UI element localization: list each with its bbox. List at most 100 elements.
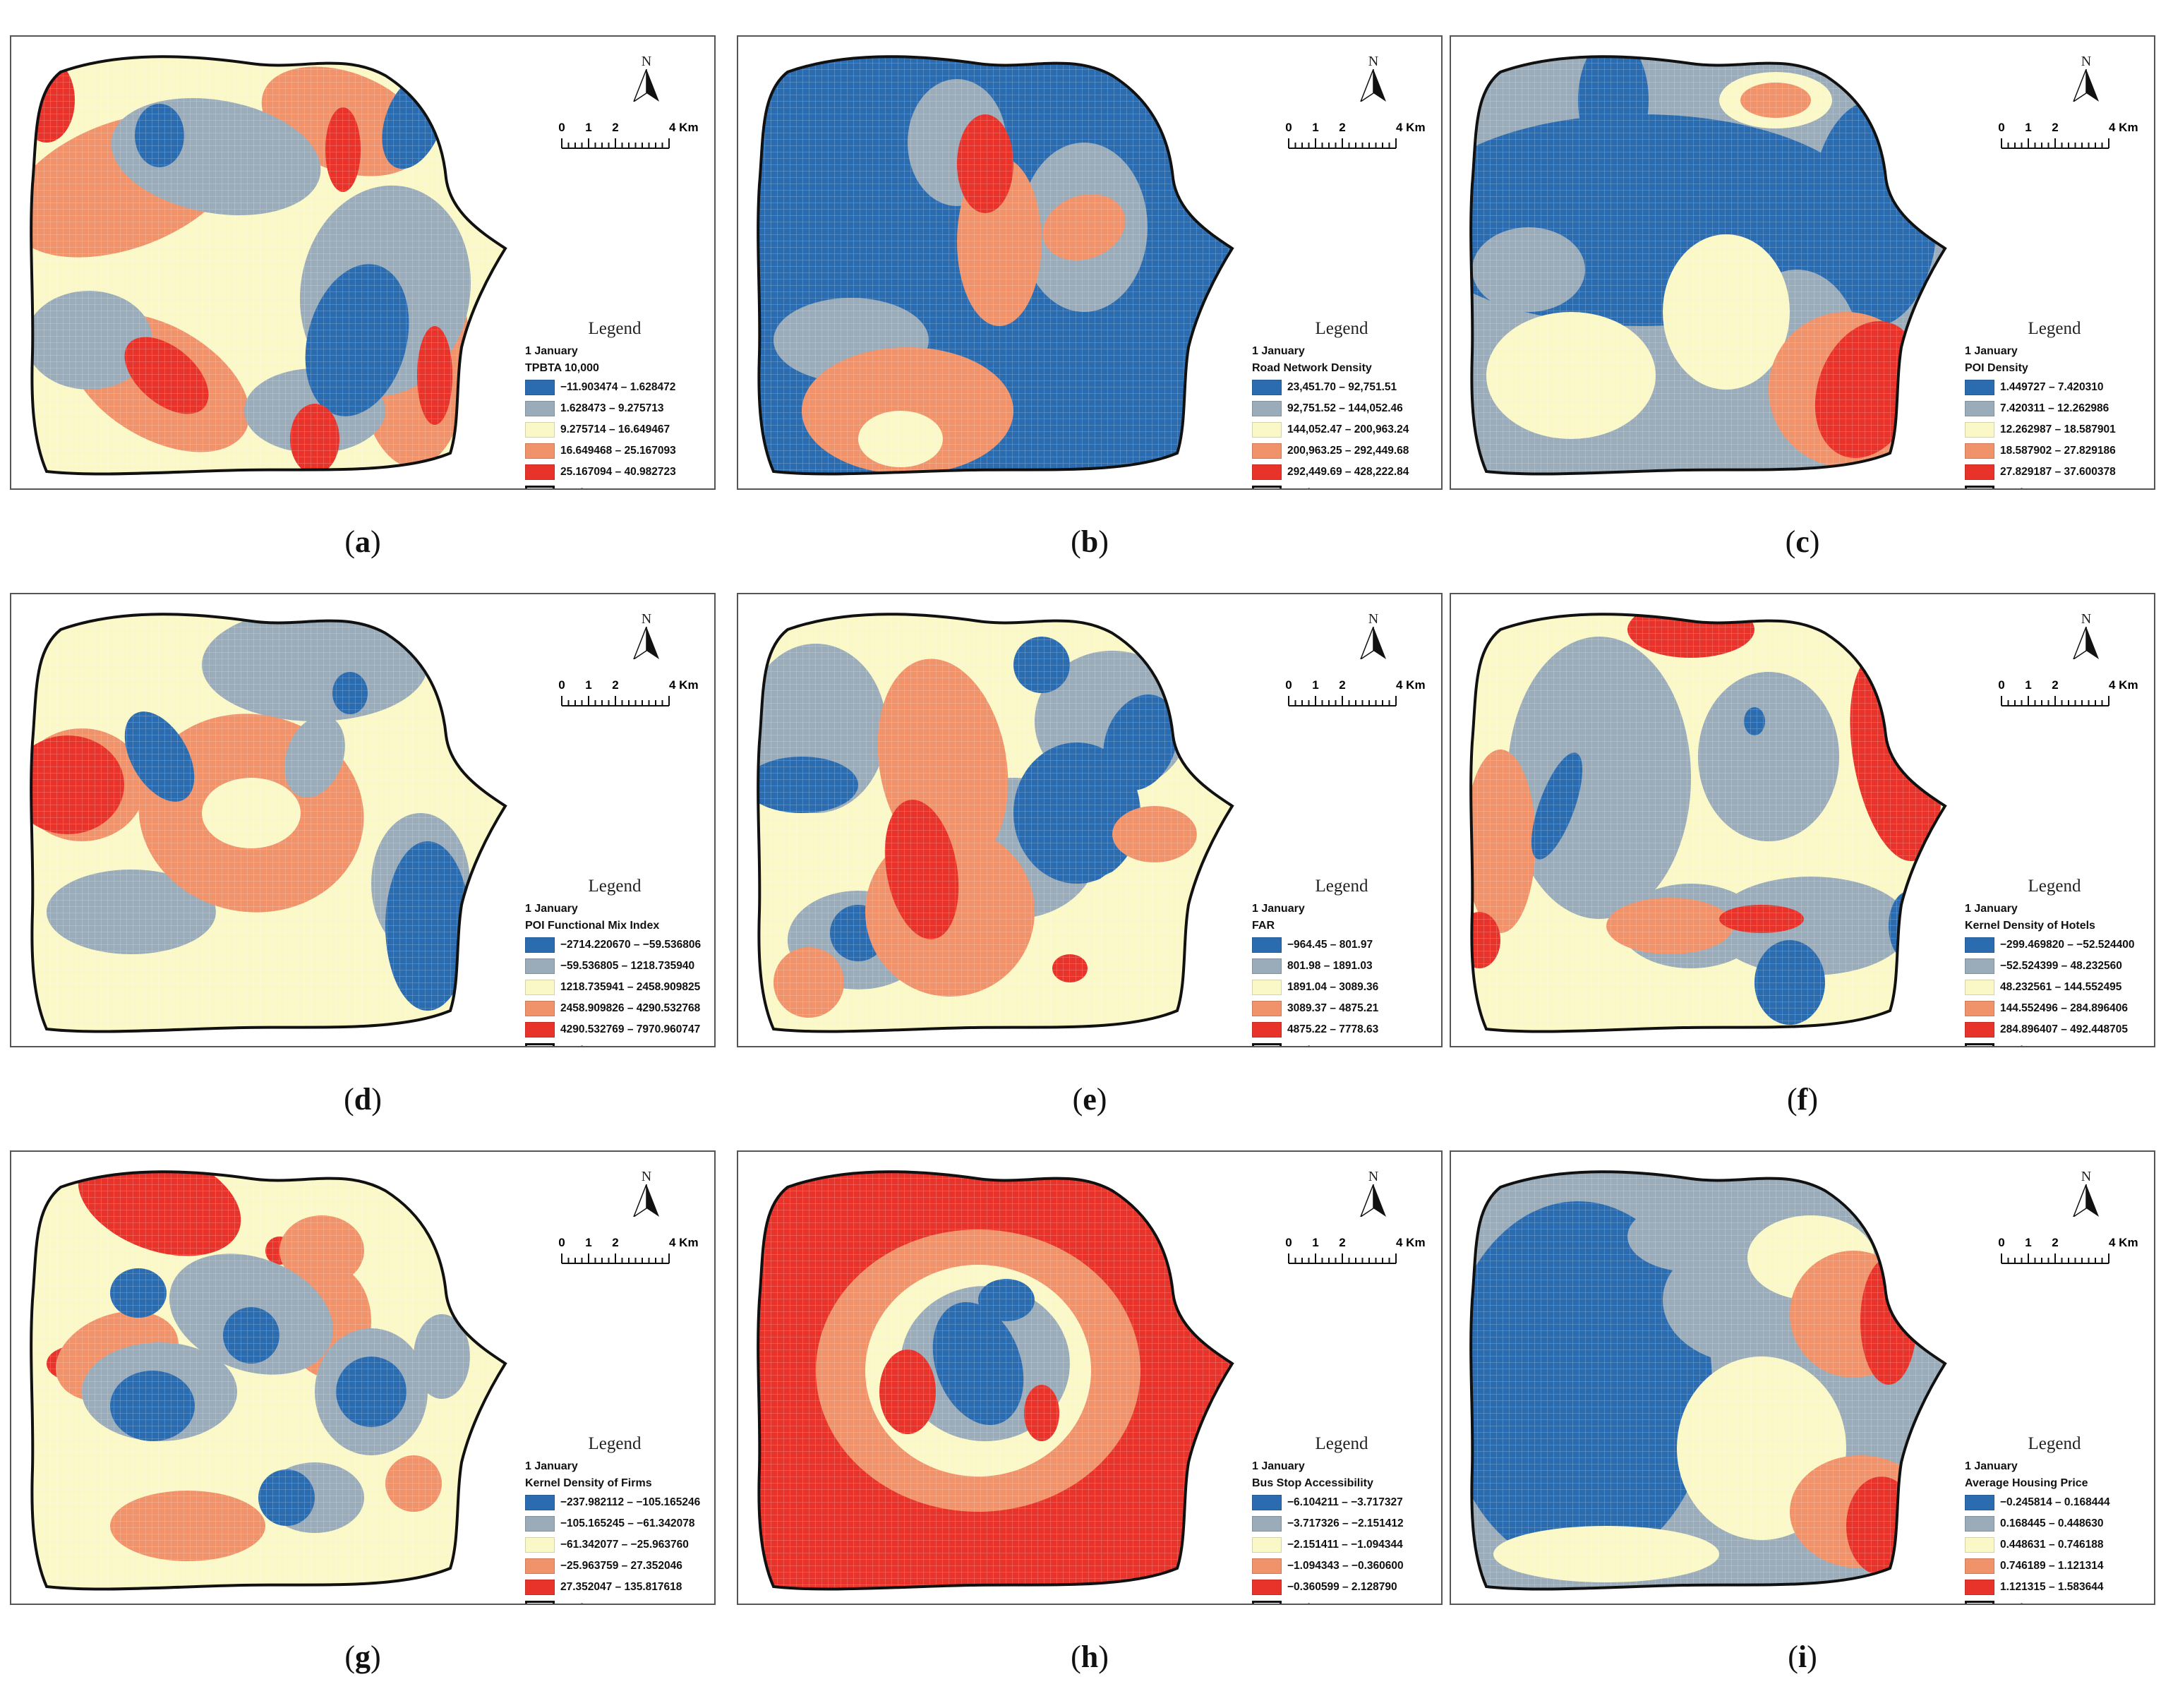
- scale-bar: 0 1 2 4 Km: [1285, 678, 1426, 706]
- legend-class-row: 292,449.69 – 428,222.84: [1244, 462, 1440, 483]
- legend-class-label: 18.587902 – 27.829186: [2000, 445, 2116, 457]
- legend-swatch: [1965, 1580, 1994, 1595]
- legend-class-label: 3089.37 – 4875.21: [1287, 1002, 1379, 1014]
- north-arrow: N: [1352, 611, 1395, 663]
- north-arrow-icon: [1359, 1184, 1386, 1218]
- legend-class-row: 144.552496 – 284.896406: [1956, 998, 2153, 1019]
- scale-bar: 0 1 2 4 Km: [558, 1236, 699, 1264]
- legend-variable: TPBTA 10,000: [525, 362, 599, 374]
- study-area-outline: [30, 55, 507, 476]
- legend-variable: Kernel Density of Firms: [525, 1477, 652, 1489]
- legend-swatch: [1965, 401, 1994, 416]
- scale-label: 2: [2052, 121, 2058, 134]
- legend-class-row: 144,052.47 – 200,963.24: [1244, 419, 1440, 440]
- panel-letter: f: [1797, 1082, 1808, 1117]
- study-area-label: study area: [560, 487, 615, 488]
- north-arrow-icon: [632, 626, 659, 661]
- legend-swatch: [1252, 1580, 1282, 1595]
- scale-label: 0: [1998, 1236, 2004, 1249]
- legend-class-label: 27.352047 – 135.817618: [560, 1581, 682, 1593]
- study-area-swatch: [525, 486, 555, 488]
- legend-class-row: 48.232561 – 144.552495: [1956, 977, 2153, 998]
- scale-label: 2: [1339, 121, 1345, 134]
- map-legend: Legend 1 January POI Functional Mix Inde…: [517, 877, 713, 1046]
- map-frame: N 0 1 2 4 Km Legend 1 January Kernel Den…: [10, 1150, 716, 1605]
- north-arrow: N: [2065, 611, 2107, 663]
- study-area-outline: [757, 1170, 1234, 1591]
- map-panel-i: N 0 1 2 4 Km Legend 1 January Average Ho…: [1450, 1150, 2155, 1708]
- choropleth-map: [757, 1170, 1234, 1591]
- legend-class-row: 25.167094 – 40.982723: [517, 462, 713, 483]
- scale-label: 4 Km: [669, 1236, 699, 1249]
- map-legend: Legend 1 January TPBTA 10,000 −11.903474…: [517, 319, 713, 488]
- legend-variable: FAR: [1252, 920, 1275, 932]
- legend-class-label: 2458.909826 – 4290.532768: [560, 1002, 701, 1014]
- legend-class-row: 0.448631 – 0.746188: [1956, 1534, 2153, 1556]
- scale-label: 4 Km: [1396, 121, 1426, 134]
- legend-class-label: −11.903474 – 1.628472: [560, 381, 676, 393]
- north-arrow: N: [1352, 54, 1395, 105]
- legend-date: 1 January: [525, 345, 578, 357]
- north-arrow: N: [2065, 1169, 2107, 1220]
- legend-class-label: −0.360599 – 2.128790: [1287, 1581, 1397, 1593]
- choropleth-map: [757, 613, 1234, 1033]
- legend-class-label: 801.98 – 1891.03: [1287, 960, 1373, 972]
- legend-swatch: [1252, 1495, 1282, 1510]
- scale-label: 2: [612, 121, 618, 134]
- legend-class-row: 16.649468 – 25.167093: [517, 440, 713, 462]
- legend-swatch: [1252, 1558, 1282, 1574]
- north-label: N: [641, 611, 652, 627]
- legend-class-row: −61.342077 – −25.963760: [517, 1534, 713, 1556]
- legend-class-row: −2.151411 – −1.094344: [1244, 1534, 1440, 1556]
- map-frame: N 0 1 2 4 Km Legend 1 January Bus Stop A…: [737, 1150, 1443, 1605]
- legend-swatch: [525, 980, 555, 995]
- raster-grid: [31, 614, 505, 1032]
- legend-class-label: 4875.22 – 7778.63: [1287, 1023, 1379, 1035]
- legend-swatch: [525, 1537, 555, 1553]
- scale-label: 2: [612, 678, 618, 692]
- legend-class-label: 292,449.69 – 428,222.84: [1287, 466, 1409, 478]
- raster-grid: [1471, 56, 1945, 474]
- map-frame: N 0 1 2 4 Km Legend 1 January POI Functi…: [10, 593, 716, 1047]
- legend-swatch: [1252, 464, 1282, 480]
- scale-label: 1: [2025, 1236, 2031, 1249]
- scale-label: 1: [585, 121, 591, 134]
- legend-class-row: −3.717326 – −2.151412: [1244, 1513, 1440, 1534]
- legend-class-row: 2458.909826 – 4290.532768: [517, 998, 713, 1019]
- scale-label: 4 Km: [669, 121, 699, 134]
- legend-class-label: 48.232561 – 144.552495: [2000, 981, 2122, 993]
- scale-label: 4 Km: [2109, 678, 2138, 692]
- map-panel-g: N 0 1 2 4 Km Legend 1 January Kernel Den…: [10, 1150, 716, 1708]
- legend-class-row: −11.903474 – 1.628472: [517, 377, 713, 398]
- legend-class-row: −105.165245 – −61.342078: [517, 1513, 713, 1534]
- legend-class-row: 27.829187 – 37.600378: [1956, 462, 2153, 483]
- legend-swatch: [1965, 380, 1994, 395]
- legend-swatch: [1252, 443, 1282, 459]
- study-area-swatch: [1252, 1043, 1282, 1046]
- legend-study-area: study area: [517, 1040, 713, 1046]
- legend-class-label: 1.628473 – 9.275713: [560, 402, 664, 414]
- legend-swatch: [525, 464, 555, 480]
- raster-grid: [31, 56, 505, 474]
- legend-heading: Legend: [1315, 319, 1368, 338]
- legend-class-label: −0.245814 – 0.168444: [2000, 1496, 2110, 1508]
- panel-letter: g: [355, 1640, 371, 1674]
- scale-label: 4 Km: [1396, 678, 1426, 692]
- legend-swatch: [1252, 1516, 1282, 1532]
- legend-class-label: −237.982112 – −105.165246: [560, 1496, 701, 1508]
- legend-class-row: 27.352047 – 135.817618: [517, 1577, 713, 1598]
- map-legend: Legend 1 January Average Housing Price −…: [1956, 1434, 2153, 1604]
- scale-label: 4 Km: [1396, 1236, 1426, 1249]
- map-panel-f: N 0 1 2 4 Km Legend 1 January Kernel Den…: [1450, 593, 2155, 1150]
- legend-swatch: [1965, 937, 1994, 953]
- legend-swatch: [1965, 1022, 1994, 1038]
- legend-class-label: 1.121315 – 1.583644: [2000, 1581, 2104, 1593]
- legend-heading: Legend: [588, 319, 642, 338]
- map-legend: Legend 1 January POI Density 1.449727 – …: [1956, 319, 2153, 488]
- legend-swatch: [1252, 1537, 1282, 1553]
- study-area-label: study area: [1287, 1045, 1342, 1046]
- legend-swatch: [1252, 380, 1282, 395]
- scale-bar: 0 1 2 4 Km: [1998, 1236, 2138, 1264]
- legend-class-label: 284.896407 – 492.448705: [2000, 1023, 2129, 1035]
- legend-variable: POI Functional Mix Index: [525, 920, 660, 932]
